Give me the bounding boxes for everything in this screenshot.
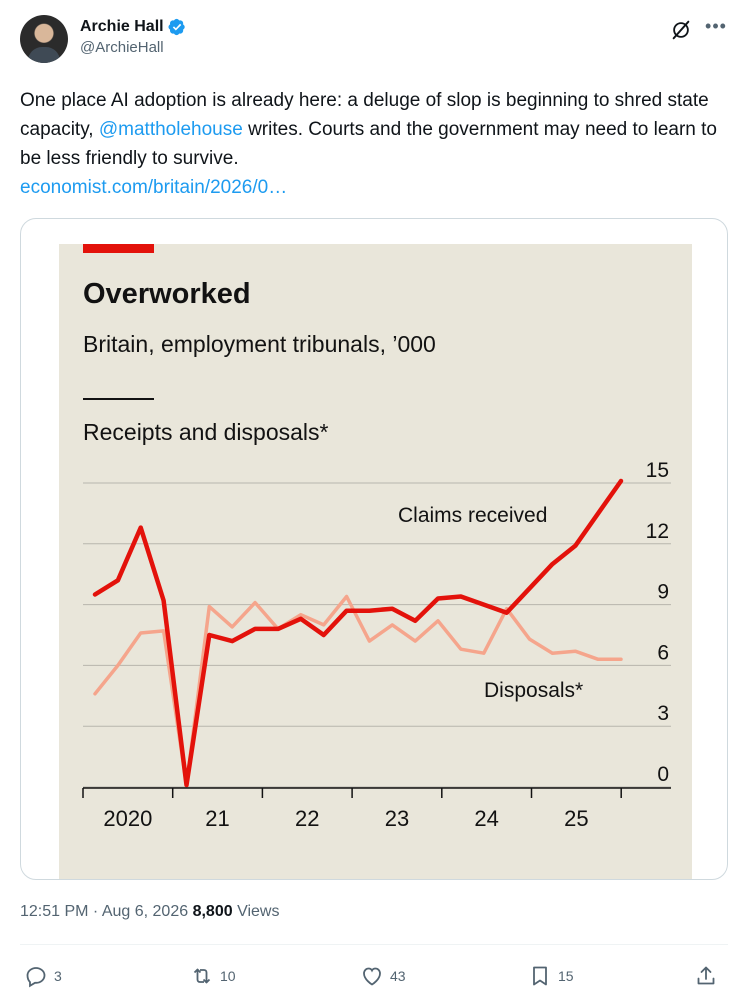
y-tick-label: 15 [646, 459, 669, 482]
chart-background [59, 244, 692, 879]
series-label-disposals: Disposals* [484, 679, 583, 702]
views-count: 8,800 [192, 903, 233, 920]
meta-separator: · [88, 903, 102, 920]
share-icon [697, 966, 715, 985]
reply-count: 3 [54, 968, 62, 984]
tweet-text-part2: writes. Courts and the government may ne… [20, 119, 717, 169]
reply-icon [26, 967, 46, 988]
retweet-icon [193, 968, 211, 984]
y-tick-label: 12 [646, 520, 669, 543]
tweet-meta: 12:51 PM · Aug 6, 2026 8,800 Views [20, 903, 279, 921]
views-label: Views [232, 903, 280, 920]
reply-button[interactable]: 3 [24, 962, 62, 990]
panel-rule [83, 398, 154, 400]
x-tick-label: 24 [474, 806, 498, 831]
verified-badge-icon[interactable] [168, 18, 186, 36]
bookmark-button[interactable]: 15 [528, 962, 574, 990]
display-name[interactable]: Archie Hall [80, 18, 164, 35]
chart-image[interactable]: Overworked Britain, employment tribunals… [20, 218, 728, 880]
series-label-claims: Claims received [398, 504, 547, 527]
chart-subtitle: Britain, employment tribunals, ’000 [83, 331, 436, 357]
chart-svg: Overworked Britain, employment tribunals… [59, 244, 692, 879]
action-bar: 3 10 43 15 [20, 962, 728, 992]
y-tick-label: 9 [657, 581, 669, 604]
chart-title: Overworked [83, 278, 251, 310]
x-tick-label: 25 [564, 806, 588, 831]
retweet-count: 10 [220, 968, 236, 984]
bookmark-count: 15 [558, 968, 574, 984]
y-tick-label: 6 [657, 641, 669, 664]
bookmark-icon [533, 966, 547, 986]
y-tick-label: 0 [657, 763, 669, 786]
y-tick-label: 3 [657, 702, 669, 725]
claims-received-line [92, 478, 624, 788]
mention-link[interactable]: @mattholehouse [98, 119, 243, 140]
x-tick-label: 23 [385, 806, 409, 831]
handle[interactable]: @ArchieHall [80, 39, 164, 56]
tweet-time[interactable]: 12:51 PM [20, 903, 89, 920]
like-button[interactable]: 43 [360, 962, 406, 990]
article-link[interactable]: economist.com/britain/2026/0… [20, 177, 288, 198]
share-button[interactable] [694, 962, 718, 990]
retweet-button[interactable]: 10 [190, 962, 236, 990]
heart-icon [363, 967, 381, 986]
tweet-text: One place AI adoption is already here: a… [20, 86, 728, 202]
like-count: 43 [390, 968, 406, 984]
x-tick-label: 21 [205, 806, 229, 831]
author-info: Archie Hall @ArchieHall [80, 18, 186, 56]
tweet-header: Archie Hall @ArchieHall ••• [20, 15, 728, 67]
grok-icon[interactable] [670, 19, 692, 41]
avatar[interactable] [20, 15, 68, 63]
panel-title: Receipts and disposals* [83, 419, 329, 445]
chart-red-tag [83, 244, 154, 253]
x-tick-label: 2020 [103, 806, 152, 831]
more-options-icon[interactable]: ••• [705, 16, 727, 36]
x-tick-label: 22 [295, 806, 319, 831]
divider [20, 944, 728, 945]
tweet-date[interactable]: Aug 6, 2026 [101, 903, 189, 920]
tweet-text-part1: One place AI adoption is already here: a… [20, 90, 709, 140]
